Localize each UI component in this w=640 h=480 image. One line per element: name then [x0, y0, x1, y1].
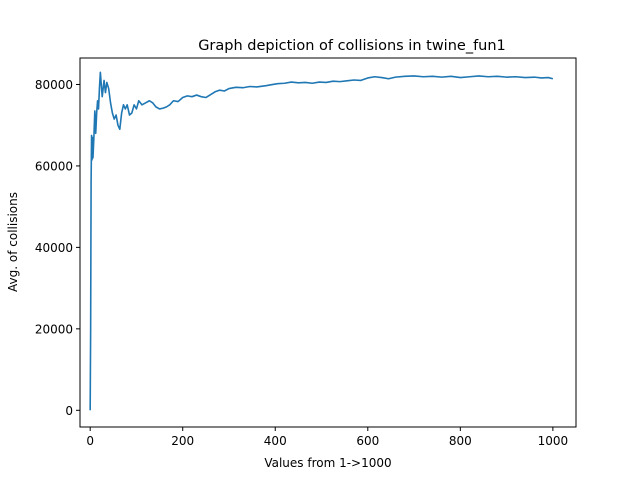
x-tick-label: 600: [356, 434, 379, 448]
series-line: [89, 71, 554, 411]
x-tick-label: 400: [264, 434, 287, 448]
y-axis-label: Avg. of collisions: [6, 192, 20, 292]
x-tick-label: 800: [449, 434, 472, 448]
plot-frame: [79, 57, 577, 428]
y-tick-label: 20000: [35, 322, 73, 336]
y-tick-label: 60000: [35, 159, 73, 173]
x-axis-label: Values from 1->1000: [264, 456, 391, 470]
y-axis-ticks: 0 20000 40000 60000 80000: [35, 78, 80, 418]
y-tick-label: 40000: [35, 241, 73, 255]
y-tick-label: 80000: [35, 78, 73, 92]
x-tick-label: 1000: [538, 434, 569, 448]
series-layer: [89, 71, 554, 411]
chart-title: Graph depiction of collisions in twine_f…: [198, 38, 506, 54]
x-tick-label: 200: [171, 434, 194, 448]
y-tick-label: 0: [65, 404, 73, 418]
x-axis-ticks: 0 200 400 600 800 1000: [86, 427, 568, 448]
x-tick-label: 0: [86, 434, 94, 448]
